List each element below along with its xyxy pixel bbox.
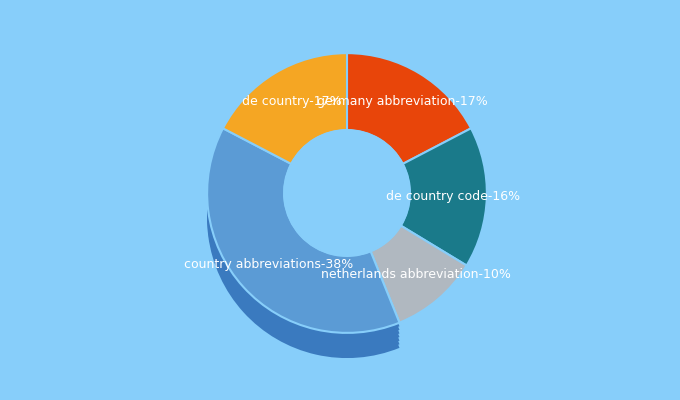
Wedge shape xyxy=(207,136,399,340)
Wedge shape xyxy=(207,146,399,351)
Text: de country code-16%: de country code-16% xyxy=(386,190,520,203)
Circle shape xyxy=(284,130,410,256)
Wedge shape xyxy=(207,128,399,333)
Wedge shape xyxy=(347,53,471,164)
Wedge shape xyxy=(207,154,399,358)
Wedge shape xyxy=(207,143,399,347)
Text: country abbreviations-38%: country abbreviations-38% xyxy=(184,258,353,271)
Wedge shape xyxy=(371,226,466,323)
Wedge shape xyxy=(401,128,487,266)
Text: netherlands abbreviation-10%: netherlands abbreviation-10% xyxy=(321,268,511,280)
Wedge shape xyxy=(223,53,347,164)
Wedge shape xyxy=(207,128,399,333)
Wedge shape xyxy=(207,150,399,354)
Text: de country-17%: de country-17% xyxy=(242,96,341,108)
Wedge shape xyxy=(207,139,399,344)
Text: germany abbreviation-17%: germany abbreviation-17% xyxy=(317,96,488,108)
Wedge shape xyxy=(207,132,399,336)
